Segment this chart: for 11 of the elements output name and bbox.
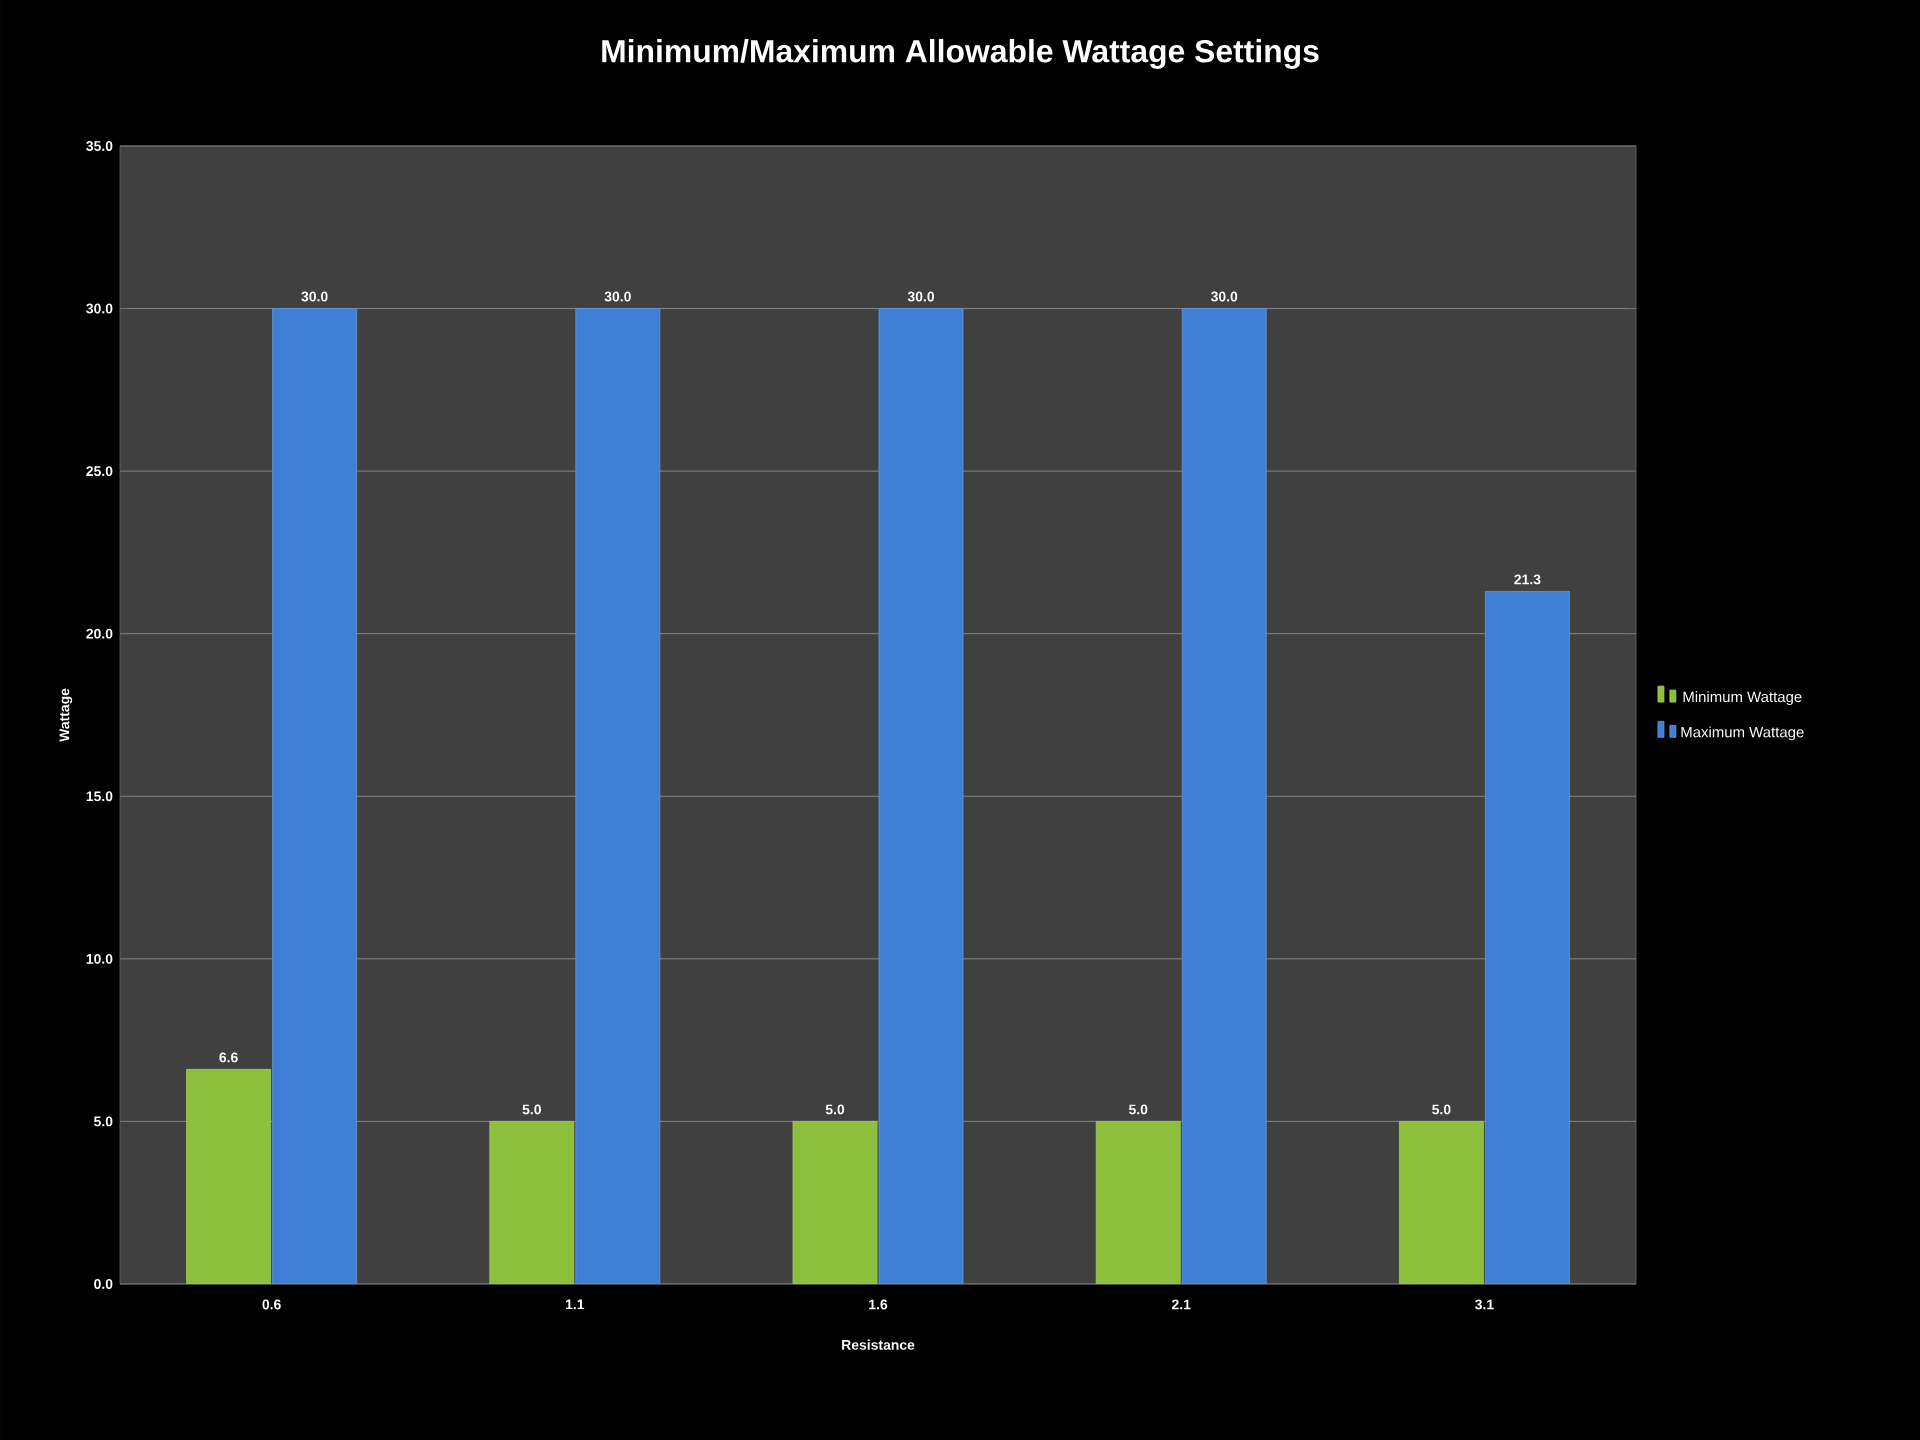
bar (1485, 591, 1570, 1284)
bar (1399, 1121, 1484, 1284)
bar (792, 1121, 878, 1284)
bar (186, 1068, 272, 1284)
bar (575, 308, 661, 1284)
bar (1095, 1121, 1181, 1284)
bar (1181, 308, 1267, 1284)
bar (272, 308, 358, 1284)
chart-title: Minimum/Maximum Allowable Wattage Settings (602, 39, 1319, 69)
bar (489, 1121, 575, 1284)
bar (878, 308, 964, 1284)
